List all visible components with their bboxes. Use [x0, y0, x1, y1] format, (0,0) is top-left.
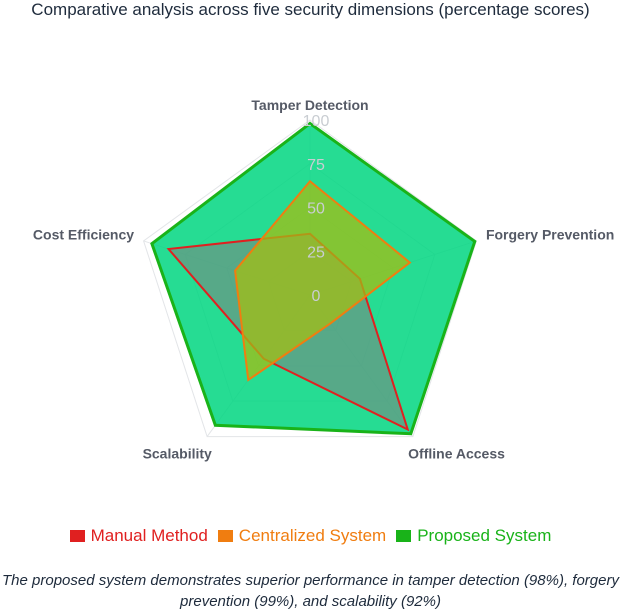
grid-ring — [142, 119, 478, 438]
series-centralized-system — [234, 179, 412, 382]
axis-label-forgery-prevention: Forgery Prevention — [486, 226, 614, 242]
tick-label: 25 — [307, 244, 325, 261]
legend-label: Manual Method — [90, 526, 208, 545]
tick-label: 50 — [307, 201, 325, 218]
radar-chart: 0 25 50 75 100 Tamper Detection Forgery Preve… — [33, 97, 614, 462]
legend-item-manual-method[interactable]: Manual Method — [69, 526, 208, 546]
axis-label-scalability: Scalability — [143, 446, 212, 462]
chart-title: Comparative analysis across five securit… — [31, 0, 590, 19]
chart-caption: The proposed system demonstrates superio… — [2, 572, 619, 610]
series-layer — [150, 121, 477, 436]
legend-label: Centralized System — [238, 526, 387, 545]
tick-label: 100 — [303, 113, 330, 130]
legend-swatch — [217, 530, 233, 542]
axis-labels: Tamper Detection Forgery Prevention Offlin… — [33, 97, 614, 462]
tick-label: 75 — [307, 157, 325, 174]
legend-item-centralized-system[interactable]: Centralized System — [217, 526, 387, 546]
tick-label: 0 — [312, 288, 321, 305]
legend-swatch — [69, 530, 85, 542]
legend-item-proposed-system[interactable]: Proposed System — [396, 526, 551, 546]
axis-label-cost-efficiency: Cost Efficiency — [33, 226, 134, 242]
legend-label: Proposed System — [417, 526, 552, 545]
legend: Manual Method Centralized System Proposed … — [0, 524, 621, 548]
tick-labels: 0 25 50 75 100 — [303, 113, 330, 305]
legend-swatch — [396, 530, 412, 542]
axis-label-tamper-detection: Tamper Detection — [251, 97, 368, 113]
axis-label-offline-access: Offline Access — [408, 446, 505, 462]
